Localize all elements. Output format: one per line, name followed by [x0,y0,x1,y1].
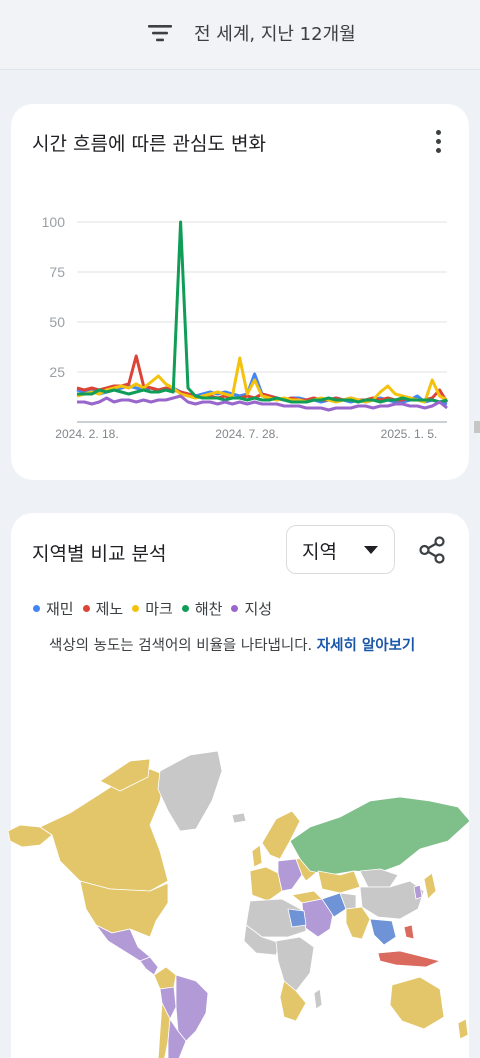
series-line-지성 [77,394,448,412]
x-tick-label: 2024. 2. 18. [55,427,118,441]
map-region-iceland [231,812,247,824]
legend-item: 마크 [132,598,173,619]
map-legend: 재민 제노 마크 해찬 지성 [33,598,281,618]
map-region-egypt [287,908,307,928]
map-region-kazakhstan [317,870,361,894]
map-region-japan [423,872,437,900]
map-region-australia [389,976,445,1030]
map-region-madagascar [313,988,323,1010]
y-tick-label: 25 [49,364,65,380]
share-icon[interactable] [417,535,447,565]
map-region-southern-africa [279,980,307,1022]
scroll-edge-marker [474,421,480,433]
series-line-해찬 [77,220,448,404]
filter-icon[interactable] [146,22,174,44]
map-region-china [359,880,425,920]
map-region-india [345,906,371,940]
card-title: 시간 흐름에 따른 관심도 변화 [32,133,266,155]
map-region-central-america [139,956,159,976]
region-compare-card: 지역별 비교 분석 지역 재민 제노 마크 해찬 지성 색상의 농도는 검색어의… [7,513,471,1058]
more-vert-icon[interactable] [433,130,443,156]
map-region-argentina [167,1018,187,1058]
legend-item: 재민 [33,598,74,619]
region-dropdown[interactable]: 지역 [286,525,395,574]
caret-down-icon [364,546,378,554]
map-region-alaska [7,824,53,848]
legend-item: 제노 [82,598,123,619]
y-tick-label: 50 [49,314,65,330]
map-region-russia [289,796,471,876]
filter-summary[interactable]: 전 세계, 지난 12개월 [194,24,356,45]
learn-more-link[interactable]: 자세히 알아보기 [316,638,416,654]
interest-line-chart: 100 75 50 25 2024. 2. 18. 2024. 7. 28. 2025. 1… [42,214,449,441]
map-region-new-zealand [457,1018,469,1040]
y-tick-label: 75 [49,264,65,280]
series-line-마크 [76,356,448,404]
y-tick-label: 100 [42,214,66,230]
color-intensity-note: 색상의 농도는 검색어의 비율을 나타냅니다. 자세히 알아보기 [49,638,416,654]
map-region-canada [39,768,169,892]
map-region-southeast-asia [369,918,397,946]
dropdown-value: 지역 [302,541,337,563]
interest-over-time-card: 시간 흐름에 따른 관심도 변화 100 75 50 25 2024. 2. 18. 20… [11,104,469,480]
x-tick-label: 2024. 7. 28. [215,427,278,441]
top-filter-bar[interactable]: 전 세계, 지난 12개월 [0,0,480,70]
world-map[interactable] [0,741,480,1058]
map-region-korea [413,884,423,900]
map-region-indonesia [377,950,441,968]
map-region-greenland [157,750,223,832]
legend-item: 지성 [231,598,272,619]
map-region-philippines [403,924,415,940]
map-region-south-america-east [175,974,209,1042]
map-region-scandinavia [261,810,301,860]
x-tick-label: 2025. 1. 5. [381,427,438,441]
card-title: 지역별 비교 분석 [32,543,167,565]
map-region-colombia [153,966,177,990]
legend-item: 해찬 [181,598,222,619]
map-region-west-africa [243,924,281,956]
map-region-europe-west [249,866,283,902]
map-region-usa [79,880,169,938]
map-region-uk [251,844,263,868]
map-region-peru [159,986,177,1020]
map-region-central-africa [275,936,315,992]
map-region-mongolia [359,868,399,888]
map-region-canada-islands [99,758,151,792]
